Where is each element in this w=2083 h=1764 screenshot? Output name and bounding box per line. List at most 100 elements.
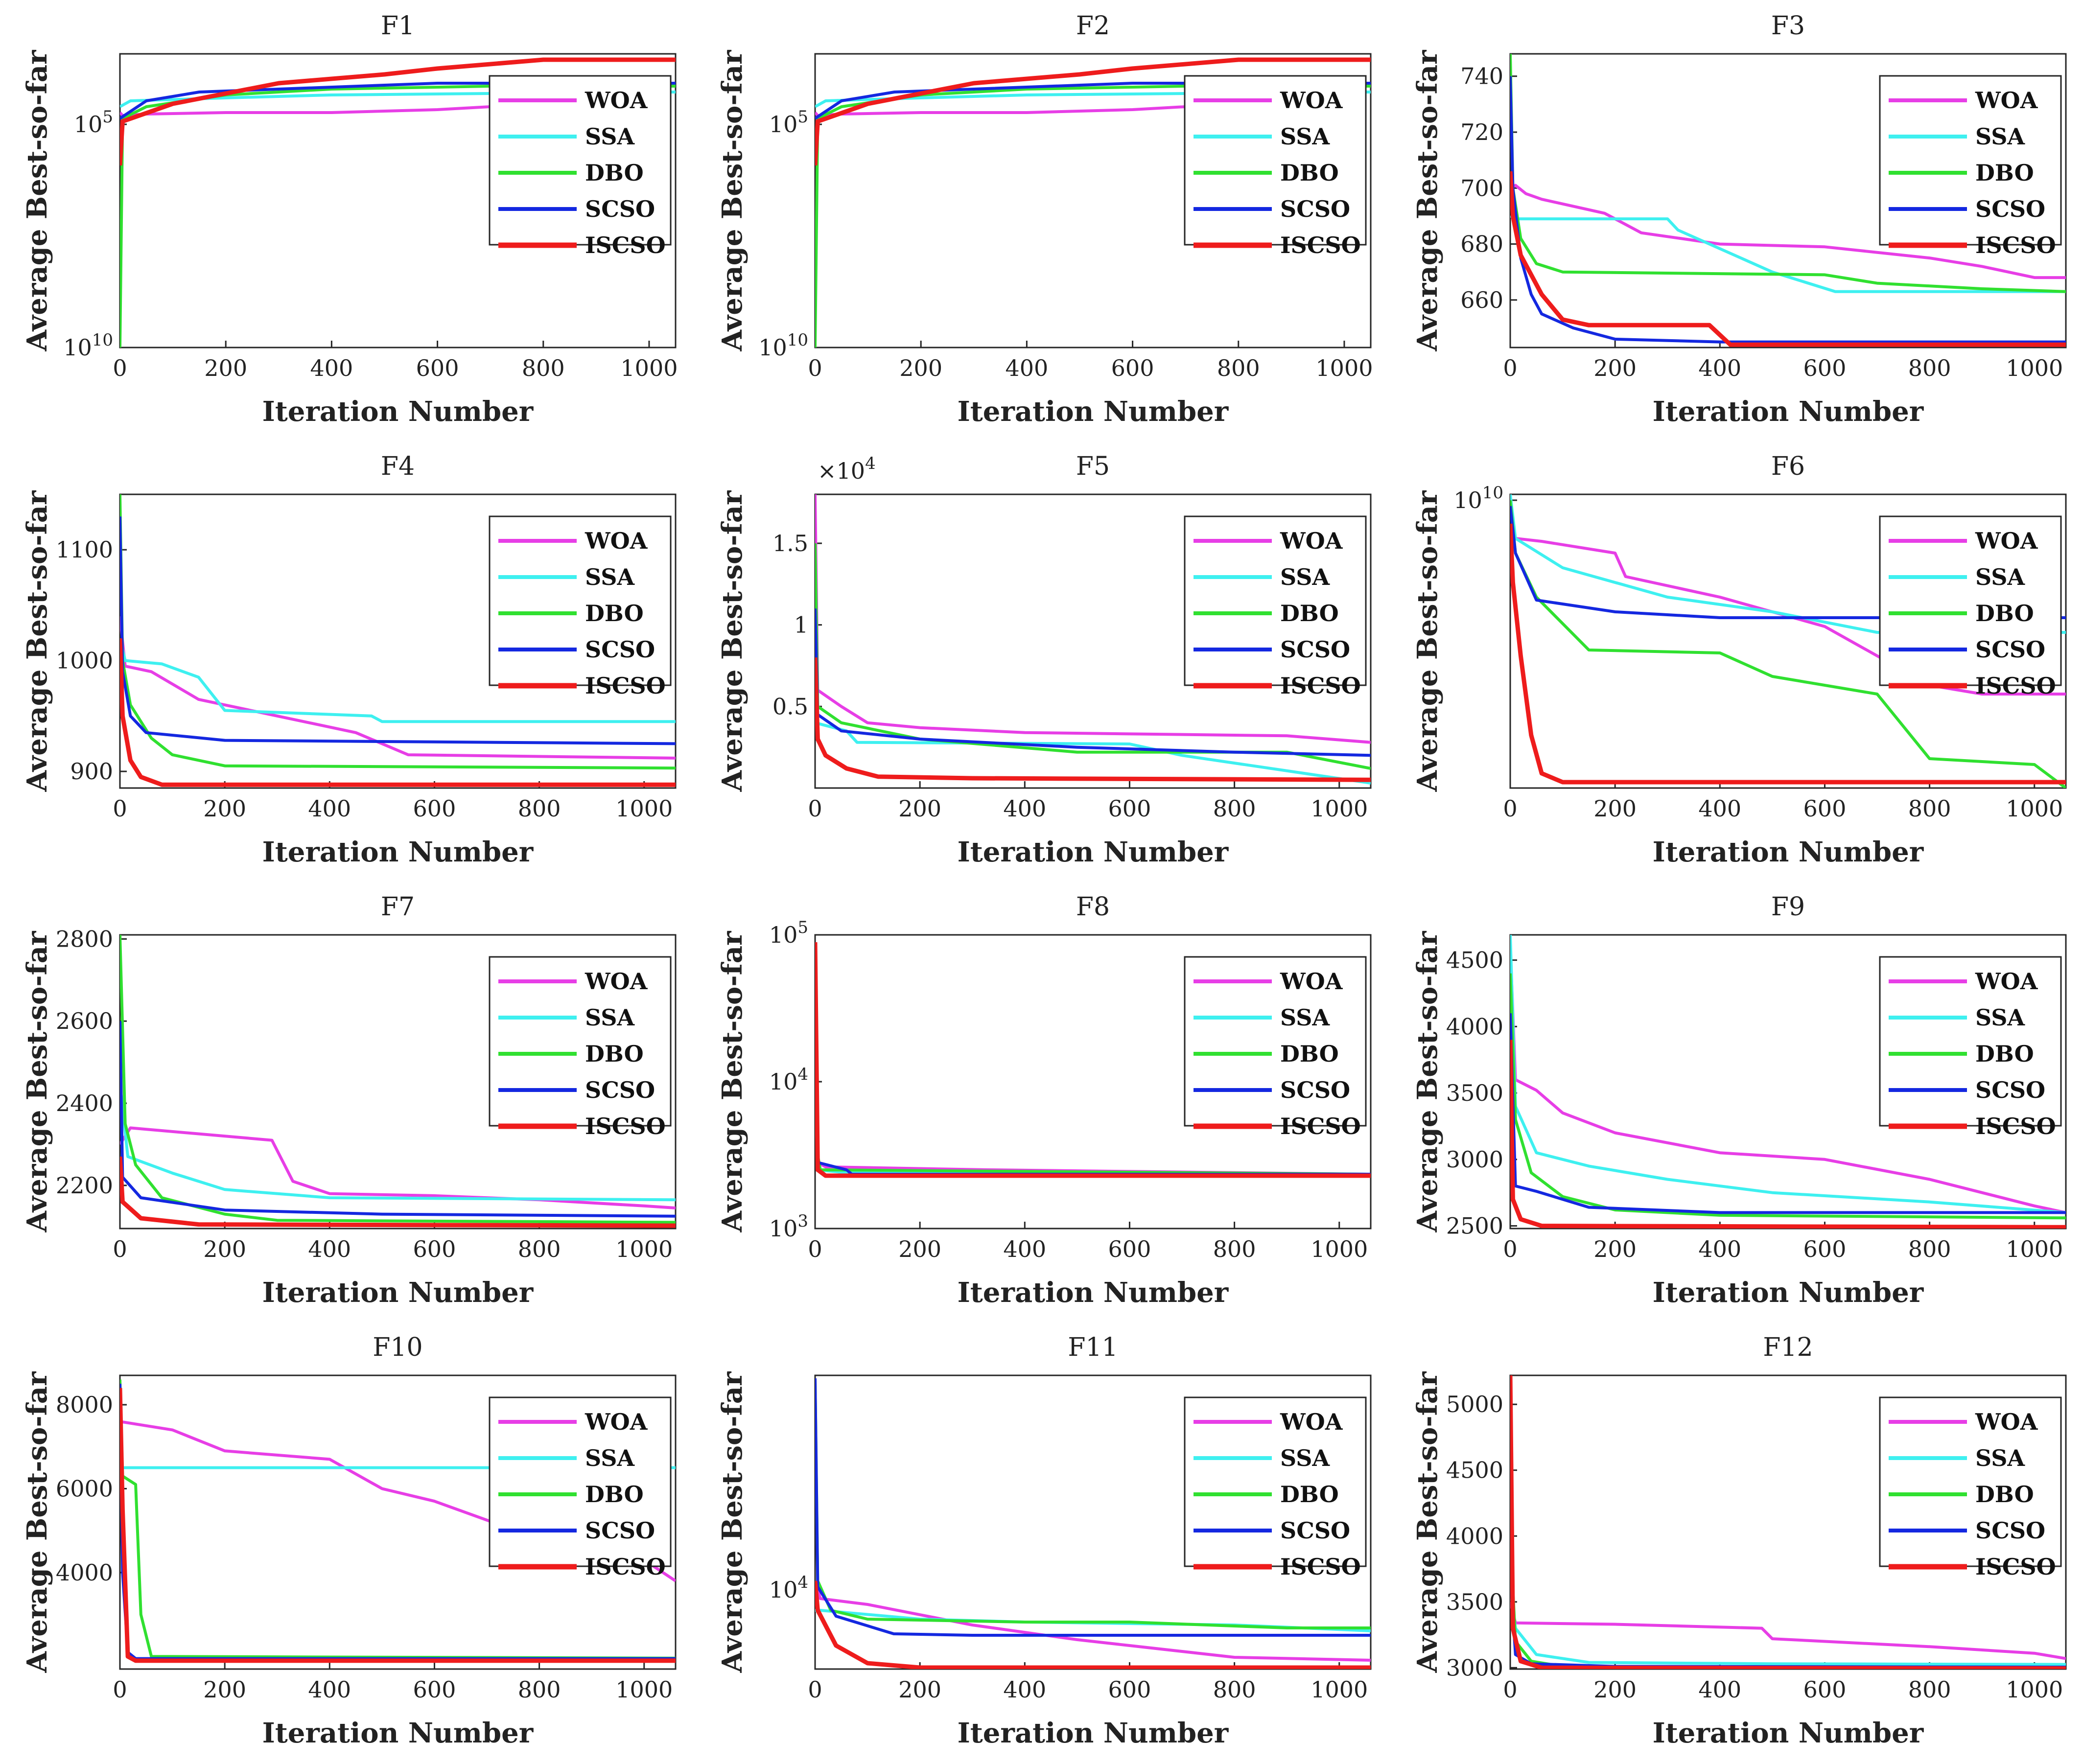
legend-label-woa: WOA (1280, 528, 1343, 554)
y-axis-label: Average Best-so-far (21, 49, 53, 352)
chart-title: F12 (1763, 1333, 1813, 1362)
legend-box (489, 956, 672, 1127)
x-tick-label: 200 (204, 355, 247, 381)
x-tick-label: 600 (416, 355, 459, 381)
x-tick-label: 600 (1108, 1236, 1151, 1262)
series-line-iscso (120, 57, 676, 166)
plot-area (119, 53, 677, 348)
x-axis-label: Iteration Number (262, 836, 534, 868)
legend-label-iscso: ISCSO (585, 673, 666, 699)
x-axis-label: Iteration Number (958, 395, 1229, 428)
legend: WOA SSA DBO SCSO ISCSO (489, 75, 672, 258)
x-tick-label: 800 (522, 355, 565, 381)
chart-panel-f1: F1 0 200 400 600 800 1000 105 1010 Iteration Numb… (21, 11, 678, 428)
series-line-woa (815, 494, 1371, 744)
legend-label-scso: SCSO (585, 1517, 655, 1544)
legend-label-woa: WOA (1280, 87, 1343, 114)
series-line-dbo (120, 935, 676, 1224)
x-tick-label: 800 (1213, 1676, 1256, 1703)
x-tick-label: 1000 (620, 355, 678, 381)
x-tick-label: 200 (899, 355, 942, 381)
x-tick-label: 400 (1698, 1676, 1741, 1703)
y-tick-label: 1010 (758, 330, 808, 361)
legend-box (1879, 515, 2062, 686)
x-tick-label: 200 (1593, 1676, 1637, 1703)
legend-label-ssa: SSA (585, 123, 635, 150)
legend-label-iscso: ISCSO (1280, 232, 1361, 258)
series-line-woa (1510, 947, 2066, 1214)
series-line-iscso (815, 657, 1371, 782)
x-tick-label: 1000 (1315, 355, 1373, 381)
x-tick-label: 800 (1908, 1236, 1951, 1262)
legend-box (1879, 956, 2062, 1127)
y-axis-label: Average Best-so-far (716, 49, 749, 352)
x-tick-label: 1000 (615, 795, 673, 822)
x-tick-label: 0 (113, 355, 127, 381)
legend: WOA SSA DBO SCSO ISCSO (1879, 956, 2062, 1139)
series-line-iscso (1510, 1040, 2066, 1229)
y-tick-label: 2500 (1446, 1213, 1503, 1239)
legend-label-woa: WOA (1280, 1409, 1343, 1435)
legend-label-dbo: DBO (585, 160, 644, 186)
series-line-iscso (815, 942, 1371, 1178)
series-line-iscso (815, 1580, 1371, 1669)
series-line-woa (1510, 1602, 2066, 1660)
y-tick-label: 104 (769, 1065, 808, 1095)
chart-title: F4 (381, 452, 415, 481)
x-tick-label: 200 (1593, 1236, 1637, 1262)
x-tick-label: 200 (898, 1676, 941, 1703)
legend-label-dbo: DBO (1975, 1481, 2034, 1508)
legend-box (1879, 1396, 2062, 1567)
legend-label-ssa: SSA (1280, 1004, 1330, 1031)
y-tick-label: 3500 (1446, 1080, 1503, 1106)
legend-label-ssa: SSA (1975, 1445, 2025, 1471)
x-axis-label: Iteration Number (958, 836, 1229, 868)
legend-label-ssa: SSA (1280, 564, 1330, 590)
y-axis-label: Average Best-so-far (1411, 930, 1444, 1233)
legend-label-woa: WOA (1975, 528, 2038, 554)
series-line-iscso (120, 638, 676, 787)
x-axis-label: Iteration Number (262, 1277, 534, 1309)
legend-label-dbo: DBO (1975, 1041, 2034, 1067)
legend-box (489, 515, 672, 686)
y-axis-label: Average Best-so-far (1411, 490, 1444, 792)
legend-label-dbo: DBO (1280, 600, 1339, 627)
series-line-dbo (815, 1378, 1371, 1629)
chart-title: F6 (1771, 452, 1805, 481)
x-tick-label: 200 (203, 795, 246, 822)
series-line-woa (120, 1126, 676, 1209)
series-line-ssa (120, 1082, 676, 1202)
x-tick-label: 400 (308, 795, 351, 822)
x-tick-label: 600 (1803, 1676, 1847, 1703)
series-line-woa (815, 1580, 1371, 1662)
x-tick-label: 600 (413, 1676, 456, 1703)
series-line-scso (120, 1021, 676, 1218)
legend-label-iscso: ISCSO (1975, 1113, 2056, 1139)
y-tick-label: 2800 (56, 926, 113, 952)
series-line-iscso (1510, 523, 2066, 785)
series-line-iscso (1510, 171, 2066, 347)
legend-label-dbo: DBO (1280, 1481, 1339, 1508)
legend-label-ssa: SSA (585, 1445, 635, 1471)
x-tick-label: 200 (1593, 355, 1637, 381)
x-tick-label: 600 (413, 1236, 456, 1262)
legend-label-ssa: SSA (585, 1004, 635, 1031)
legend-label-woa: WOA (1975, 968, 2038, 995)
x-tick-label: 600 (1803, 795, 1847, 822)
legend-box (1184, 75, 1367, 246)
legend-label-ssa: SSA (1975, 1004, 2025, 1031)
legend-label-woa: WOA (1280, 968, 1343, 995)
series-line-scso (1510, 76, 2066, 344)
x-tick-label: 800 (518, 795, 561, 822)
series-line-woa (1510, 509, 2066, 696)
x-tick-label: 400 (308, 1676, 351, 1703)
x-tick-label: 0 (808, 1236, 822, 1262)
legend-label-dbo: DBO (585, 1481, 644, 1508)
legend-label-iscso: ISCSO (585, 1113, 666, 1139)
x-tick-label: 800 (1213, 795, 1256, 822)
chart-title: F11 (1068, 1333, 1118, 1362)
legend-label-woa: WOA (1975, 87, 2038, 114)
y-tick-label: 105 (74, 107, 113, 138)
legend: WOA SSA DBO SCSO ISCSO (1184, 1396, 1367, 1580)
y-tick-label: 2200 (56, 1172, 113, 1199)
